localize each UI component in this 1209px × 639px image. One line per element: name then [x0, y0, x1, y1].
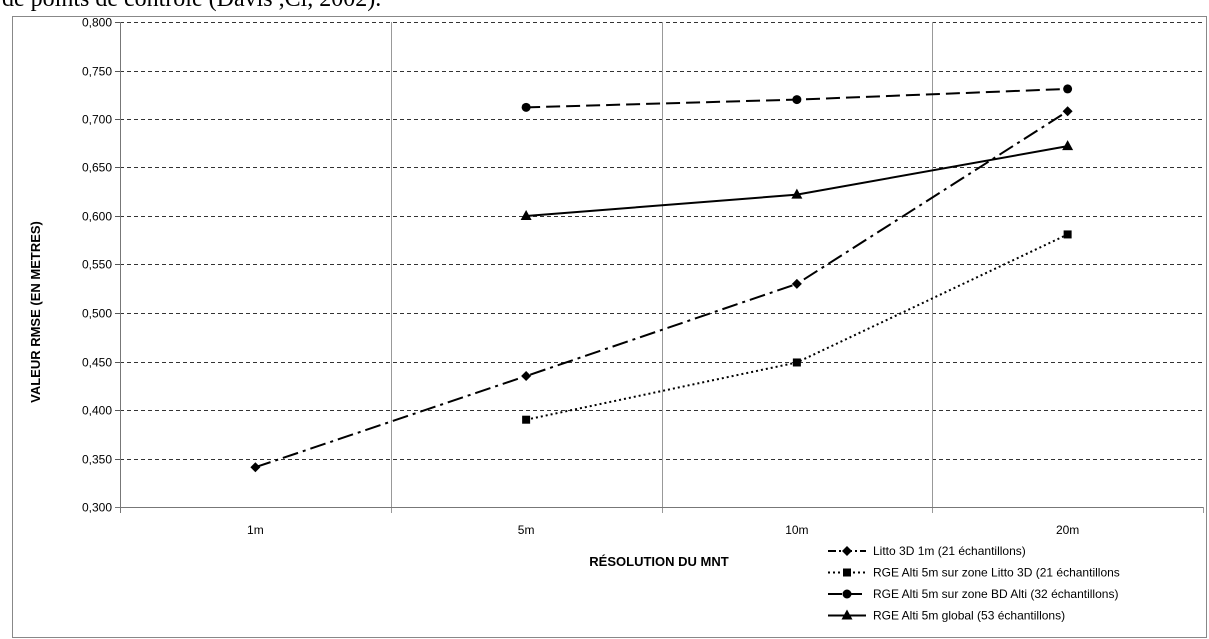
legend-entry-label: RGE Alti 5m global (53 échantillons): [873, 609, 1065, 623]
data-point-triangle: [520, 210, 532, 220]
data-point-triangle: [1062, 140, 1074, 151]
data-point-circle: [521, 102, 531, 112]
figure-caption: de points de contrôle (Davis ,Cl, 2002).: [2, 0, 381, 13]
legend-marker-circle: [842, 589, 852, 599]
y-tick-label: 0,750: [82, 65, 112, 79]
y-tick-label: 0,450: [82, 356, 112, 370]
x-tick-label: 1m: [247, 523, 264, 537]
data-point-diamond: [250, 462, 261, 473]
y-axis-label: VALEUR RMSE (EN METRES): [28, 221, 43, 403]
legend: Litto 3D 1m (21 échantillons) RGE Alti 5m…: [828, 544, 1120, 623]
y-tick-label: 0,650: [82, 161, 112, 175]
y-tick-label: 0,800: [82, 16, 112, 30]
data-point-circle: [1063, 84, 1073, 94]
legend-entry-label: RGE Alti 5m sur zone Litto 3D (21 échant…: [873, 566, 1120, 580]
series-group: [250, 84, 1074, 473]
y-tick-label: 0,550: [82, 258, 112, 272]
y-tick-label: 0,700: [82, 113, 112, 127]
x-tick-labels: 1m 5m 10m 20m: [247, 523, 1079, 537]
y-tick-label: 0,400: [82, 404, 112, 418]
y-tick-label: 0,350: [82, 453, 112, 467]
series-line-1: [255, 110, 1069, 469]
data-point-square: [522, 415, 531, 424]
data-point-triangle: [791, 188, 803, 199]
data-point-circle: [792, 95, 802, 105]
legend-marker-square: [843, 568, 851, 577]
data-point-square: [792, 358, 801, 367]
y-tick-label: 0,500: [82, 307, 112, 321]
y-tick-label: 0,300: [82, 501, 112, 515]
data-point-square: [1063, 230, 1072, 239]
axes: [115, 22, 1203, 513]
x-tick-label: 20m: [1056, 523, 1079, 537]
legend-entry-label: RGE Alti 5m sur zone BD Alti (32 échanti…: [873, 587, 1118, 601]
data-point-diamond: [521, 371, 532, 382]
legend-marker-triangle: [841, 609, 853, 620]
grid-lines: [115, 22, 1204, 513]
data-point-diamond: [791, 278, 802, 289]
legend-marker-diamond: [842, 546, 852, 556]
x-tick-label: 5m: [518, 523, 535, 537]
x-tick-label: 10m: [785, 523, 808, 537]
data-point-diamond: [1062, 106, 1073, 117]
legend-entry-label: Litto 3D 1m (21 échantillons): [873, 544, 1026, 558]
x-axis-label: RÉSOLUTION DU MNT: [589, 554, 728, 569]
y-tick-label: 0,600: [82, 210, 112, 224]
y-tick-labels: 0,300 0,350 0,400 0,450 0,500 0,550 0,600 0,650…: [82, 16, 112, 515]
chart-area-border: [12, 16, 1207, 638]
